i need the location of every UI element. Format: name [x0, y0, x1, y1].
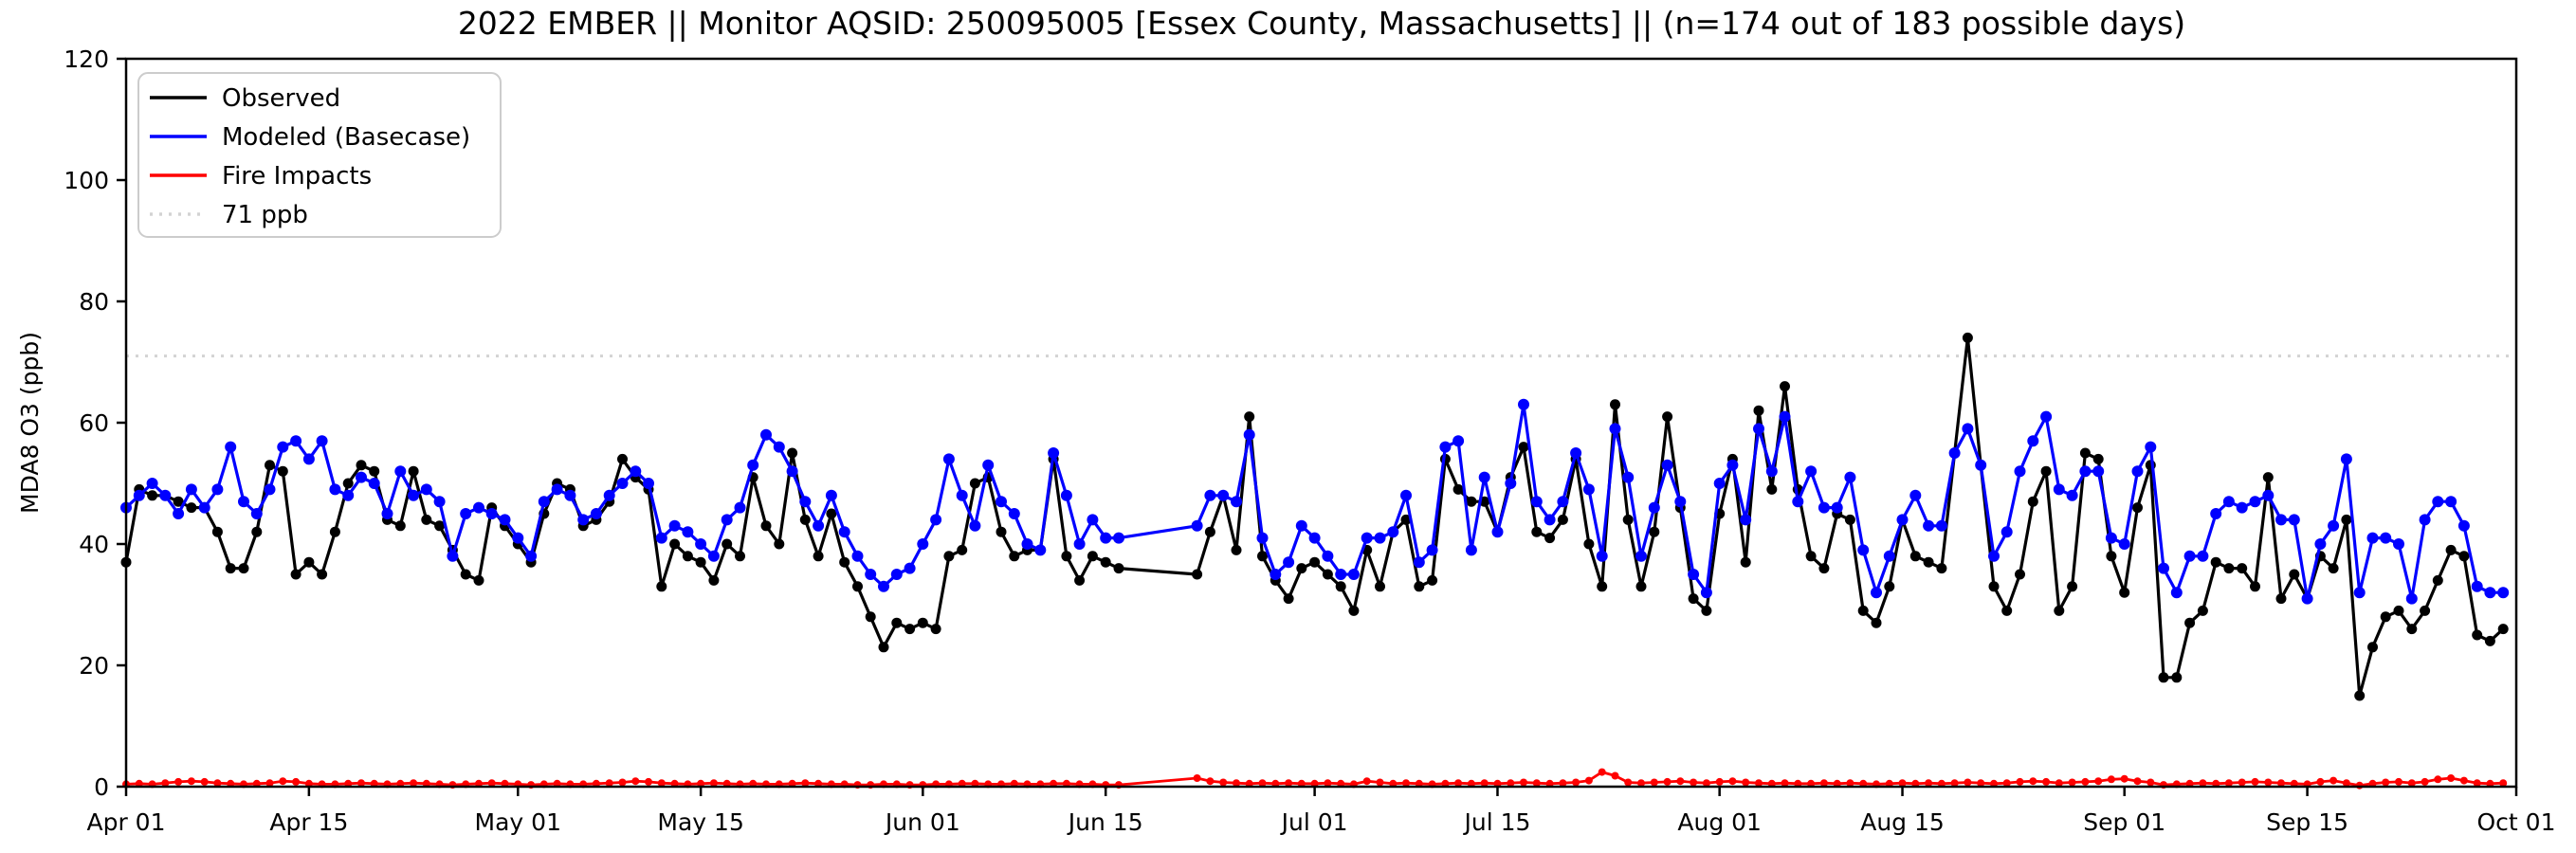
y-axis-label: MDA8 O3 (ppb)	[16, 332, 44, 514]
y-tick-label: 100	[64, 167, 109, 194]
x-tick-label: Jun 01	[884, 808, 960, 836]
y-tick-label: 60	[79, 409, 109, 437]
legend-item-label: 71 ppb	[222, 201, 308, 229]
chart-title: 2022 EMBER || Monitor AQSID: 250095005 […	[458, 5, 2185, 42]
y-tick-label: 120	[64, 45, 109, 73]
x-tick-label: Oct 01	[2477, 808, 2556, 836]
modeled-basecase-series	[120, 398, 2510, 605]
x-tick-label: Jul 15	[1463, 808, 1531, 836]
legend-item-label: Observed	[222, 84, 340, 113]
y-tick-label: 20	[79, 652, 109, 680]
x-tick-label: Sep 15	[2266, 808, 2348, 836]
legend-item-label: Fire Impacts	[222, 162, 372, 191]
fire-impacts-series	[122, 768, 2508, 789]
legend-item-label: Modeled (Basecase)	[222, 123, 470, 152]
legend: Observed Modeled (Basecase) Fire Impacts 71…	[137, 72, 502, 238]
x-tick-label: Apr 01	[86, 808, 165, 836]
x-tick-label: Sep 01	[2083, 808, 2165, 836]
plot-area: 0 20 40 60 80 100 120 Apr 01 Apr 15 May 01 May 15 J…	[64, 45, 2555, 836]
y-tick-label: 80	[79, 288, 109, 316]
x-tick-label: May 01	[475, 808, 561, 836]
x-axis: Apr 01 Apr 15 May 01 May 15 Jun 01 Jun 15 Jul …	[86, 787, 2555, 836]
observed-series	[120, 332, 2509, 701]
x-tick-label: Jun 15	[1067, 808, 1143, 836]
x-tick-label: Apr 15	[269, 808, 348, 836]
x-tick-label: Aug 01	[1677, 808, 1762, 836]
y-tick-label: 40	[79, 531, 109, 558]
y-tick-label: 0	[94, 773, 109, 801]
x-tick-label: Aug 15	[1860, 808, 1945, 836]
y-axis: 0 20 40 60 80 100 120	[64, 45, 126, 801]
x-tick-label: Jul 01	[1280, 808, 1348, 836]
x-tick-label: May 15	[657, 808, 743, 836]
